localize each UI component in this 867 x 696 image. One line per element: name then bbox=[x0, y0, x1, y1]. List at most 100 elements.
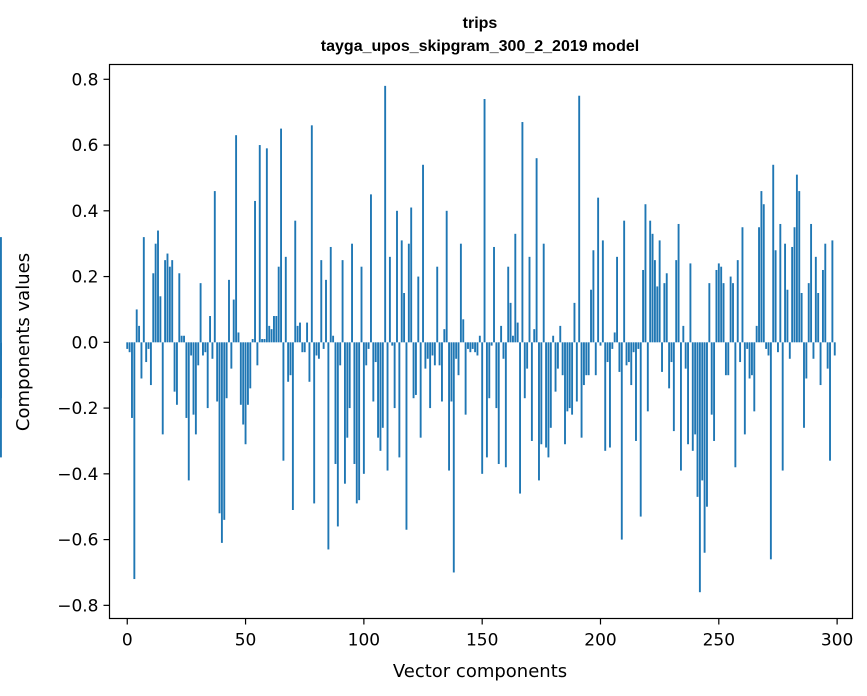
bar-203 bbox=[606, 342, 609, 363]
bar-24 bbox=[183, 335, 185, 343]
bar-234 bbox=[680, 342, 682, 471]
chart-subtitle: tayga_upos_skipgram_300_2_2019 model bbox=[321, 38, 639, 55]
bar-72 bbox=[296, 325, 299, 343]
bar-16 bbox=[164, 260, 167, 343]
bar-64 bbox=[277, 266, 280, 343]
bar-169 bbox=[526, 342, 529, 369]
y-tick-label: −0.2 bbox=[57, 399, 98, 419]
y-tick-label: 0.8 bbox=[71, 70, 98, 90]
bar-181 bbox=[554, 342, 557, 392]
bar-109 bbox=[384, 85, 387, 343]
bar-142 bbox=[462, 319, 465, 343]
bar-210 bbox=[623, 220, 626, 343]
bar-220 bbox=[646, 342, 649, 412]
bar-98 bbox=[358, 342, 361, 501]
bar-267 bbox=[758, 227, 760, 343]
bar-297 bbox=[829, 342, 831, 461]
y-tick-label: 0.4 bbox=[71, 202, 98, 222]
bar-60 bbox=[268, 325, 271, 343]
bar-288 bbox=[807, 283, 810, 343]
bar-59 bbox=[265, 148, 268, 343]
bar-11 bbox=[152, 273, 155, 343]
bar-108 bbox=[381, 342, 384, 428]
bar-55 bbox=[256, 342, 259, 366]
bar-251 bbox=[720, 266, 723, 343]
bar-167 bbox=[521, 122, 524, 343]
bar-202 bbox=[604, 342, 607, 451]
bar-293 bbox=[819, 342, 822, 386]
bar-83 bbox=[322, 342, 325, 349]
bar-246 bbox=[708, 283, 711, 343]
bar-187 bbox=[568, 342, 571, 409]
bar-61 bbox=[270, 329, 273, 343]
bar-198 bbox=[594, 342, 597, 376]
bar-194 bbox=[585, 342, 588, 376]
bar-74 bbox=[301, 342, 304, 353]
bar-179 bbox=[549, 342, 552, 428]
bar-38 bbox=[216, 342, 219, 402]
bar-277 bbox=[781, 342, 784, 471]
bar-34 bbox=[206, 342, 209, 409]
bar-82 bbox=[320, 260, 323, 343]
bar-4 bbox=[135, 309, 138, 343]
bar-248 bbox=[713, 342, 716, 441]
bar-67 bbox=[284, 256, 287, 343]
bar-159 bbox=[502, 342, 505, 359]
bar-217 bbox=[639, 342, 642, 517]
bar-152 bbox=[485, 342, 488, 458]
bar-273 bbox=[772, 164, 775, 343]
y-tick-label: −0.4 bbox=[57, 465, 98, 485]
bar-148 bbox=[476, 342, 479, 356]
bar-7 bbox=[142, 237, 145, 343]
bar-15 bbox=[161, 342, 164, 435]
x-axis-label: Vector components bbox=[393, 661, 567, 682]
bar-180 bbox=[552, 335, 555, 343]
bar-84 bbox=[325, 279, 327, 343]
bar-265 bbox=[753, 342, 756, 412]
bar-295 bbox=[824, 243, 827, 343]
bar-200 bbox=[599, 342, 602, 346]
plot-frame bbox=[108, 63, 854, 620]
bar-208 bbox=[618, 342, 621, 372]
bar-121 bbox=[412, 342, 415, 399]
bar-269 bbox=[762, 204, 765, 343]
bar-282 bbox=[793, 227, 796, 343]
bar-91 bbox=[341, 260, 344, 343]
bar-243 bbox=[701, 342, 704, 481]
bar-130 bbox=[433, 342, 436, 366]
bar-219 bbox=[644, 204, 647, 343]
bar-20 bbox=[173, 342, 176, 392]
bar-173 bbox=[535, 158, 538, 343]
bar-189 bbox=[573, 302, 576, 343]
x-tick-label: 200 bbox=[584, 631, 616, 651]
bar-131 bbox=[436, 266, 439, 343]
bar-134 bbox=[443, 329, 446, 343]
y-tick-label: −0.6 bbox=[57, 531, 98, 551]
bar-292 bbox=[817, 293, 820, 343]
bar-5 bbox=[138, 325, 141, 343]
bar-237 bbox=[687, 342, 689, 445]
bar-48 bbox=[239, 342, 242, 405]
bar-178 bbox=[547, 342, 550, 458]
bar-249 bbox=[715, 269, 718, 343]
bar-147 bbox=[474, 342, 477, 353]
y-axis-label: Components values bbox=[13, 253, 34, 431]
bar-252 bbox=[722, 283, 725, 343]
bar-163 bbox=[512, 335, 514, 343]
bar-175 bbox=[540, 342, 543, 445]
bar-103 bbox=[370, 194, 372, 343]
bar-296 bbox=[826, 342, 829, 369]
bar-254 bbox=[727, 342, 730, 376]
bar-0 bbox=[126, 342, 129, 349]
bar-26 bbox=[187, 342, 190, 481]
bar-75 bbox=[303, 342, 306, 353]
y-tick-label: 0.0 bbox=[71, 333, 98, 353]
bar-183 bbox=[559, 325, 562, 343]
bar-42 bbox=[225, 342, 228, 399]
bar-218 bbox=[642, 269, 645, 343]
bar-207 bbox=[616, 256, 618, 343]
bar-201 bbox=[601, 240, 604, 343]
bar-271 bbox=[767, 342, 770, 356]
bar-232 bbox=[675, 260, 678, 343]
bar-214 bbox=[632, 342, 635, 353]
